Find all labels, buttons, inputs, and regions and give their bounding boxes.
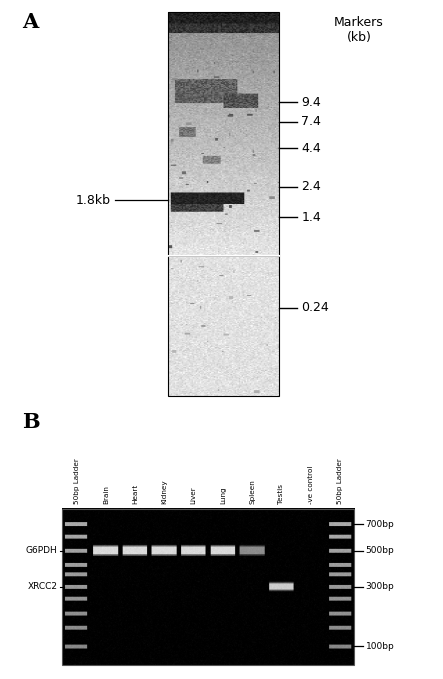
- Text: XRCC2: XRCC2: [27, 583, 58, 591]
- Text: Markers
(kb): Markers (kb): [334, 16, 384, 44]
- Text: Spleen: Spleen: [249, 479, 255, 504]
- Bar: [168, 12, 279, 396]
- Text: 1.4: 1.4: [301, 211, 321, 224]
- Text: 7.4: 7.4: [301, 115, 321, 128]
- Text: 0.24: 0.24: [301, 301, 329, 314]
- Text: Lung: Lung: [220, 487, 226, 504]
- Text: 9.4: 9.4: [301, 96, 321, 109]
- Text: G6PDH: G6PDH: [26, 547, 58, 555]
- Text: 4.4: 4.4: [301, 142, 321, 155]
- Text: 300bp: 300bp: [365, 583, 394, 591]
- Text: Heart: Heart: [132, 484, 138, 504]
- Text: Kidney: Kidney: [161, 480, 167, 504]
- Text: 100bp: 100bp: [365, 642, 394, 651]
- Text: 50bp Ladder: 50bp Ladder: [74, 458, 80, 504]
- Bar: [62, 509, 354, 665]
- Text: A: A: [22, 12, 39, 32]
- Text: Liver: Liver: [190, 487, 197, 504]
- Text: B: B: [22, 412, 40, 433]
- Text: Brain: Brain: [103, 485, 109, 504]
- Text: -ve control: -ve control: [307, 466, 314, 504]
- Text: Testis: Testis: [278, 484, 284, 504]
- Text: 50bp Ladder: 50bp Ladder: [337, 458, 343, 504]
- Text: 1.8kb: 1.8kb: [76, 194, 111, 206]
- Text: 2.4: 2.4: [301, 180, 321, 194]
- Text: 700bp: 700bp: [365, 519, 394, 529]
- Text: 500bp: 500bp: [365, 547, 394, 555]
